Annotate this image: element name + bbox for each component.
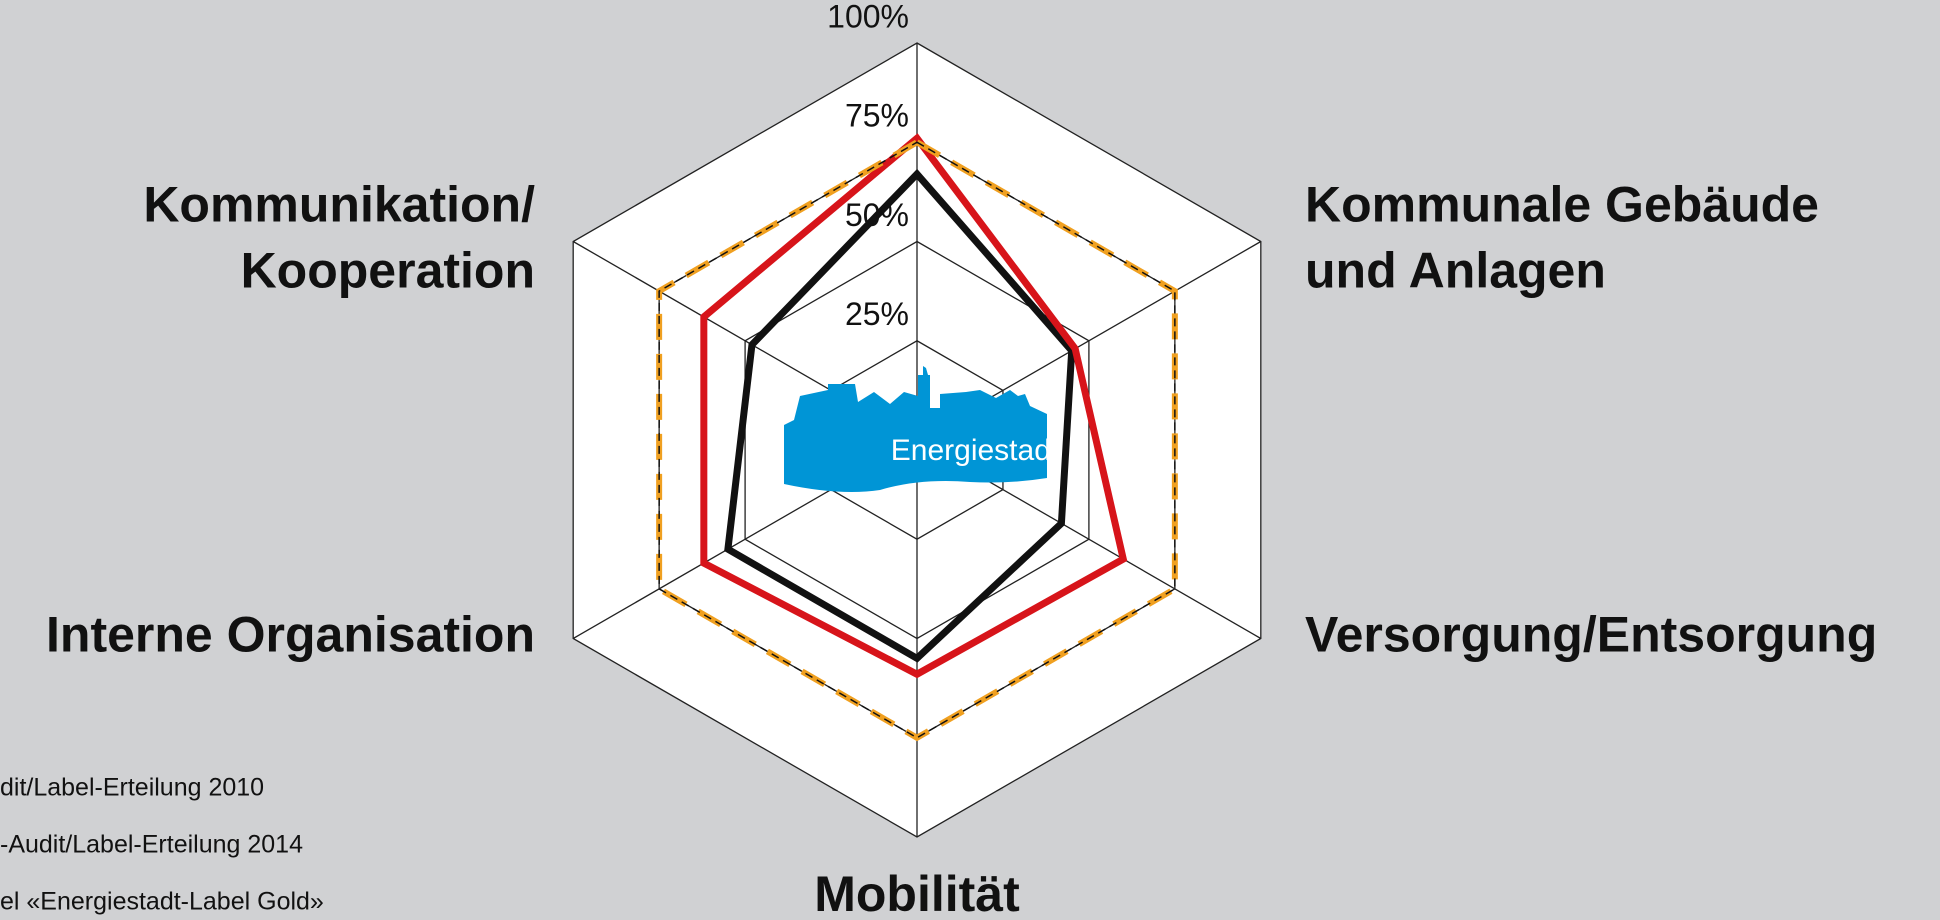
series-line (724, 168, 1076, 663)
series-line-core (658, 141, 1176, 739)
r-tick-label: 100% (827, 0, 909, 34)
r-tick-label: 25% (845, 296, 909, 332)
legend-label: dit/Label-Erteilung 2010 (0, 774, 264, 802)
series-line (700, 133, 1128, 679)
r-tick-label: 75% (845, 98, 909, 134)
category-label: Kommunikation/ (143, 177, 535, 233)
grid-ring (744, 240, 1090, 640)
category-label: Kooperation (241, 243, 535, 299)
logo-shape (784, 366, 1047, 492)
legend-label: -Audit/Label-Erteilung 2014 (0, 831, 303, 859)
series (656, 133, 1178, 742)
category-label: Kommunale Gebäude (1305, 177, 1819, 233)
labels: 25% 50% 75% 100% dit/Label-Erteilung 2010 -Au… (0, 0, 1877, 920)
r-tick-label: 50% (845, 197, 909, 233)
legend-label: el «Energiestadt-Label Gold» (0, 888, 324, 916)
category-label: Versorgung/Entsorgung (1305, 607, 1877, 663)
category-label: Mobilität (814, 866, 1020, 920)
category-label: Interne Organisation (46, 607, 535, 663)
grid-ring (572, 42, 1262, 838)
logo: Energiestadt (784, 366, 1060, 492)
category-label: und Anlagen (1305, 243, 1606, 299)
logo-text: Energiestadt (891, 434, 1060, 467)
